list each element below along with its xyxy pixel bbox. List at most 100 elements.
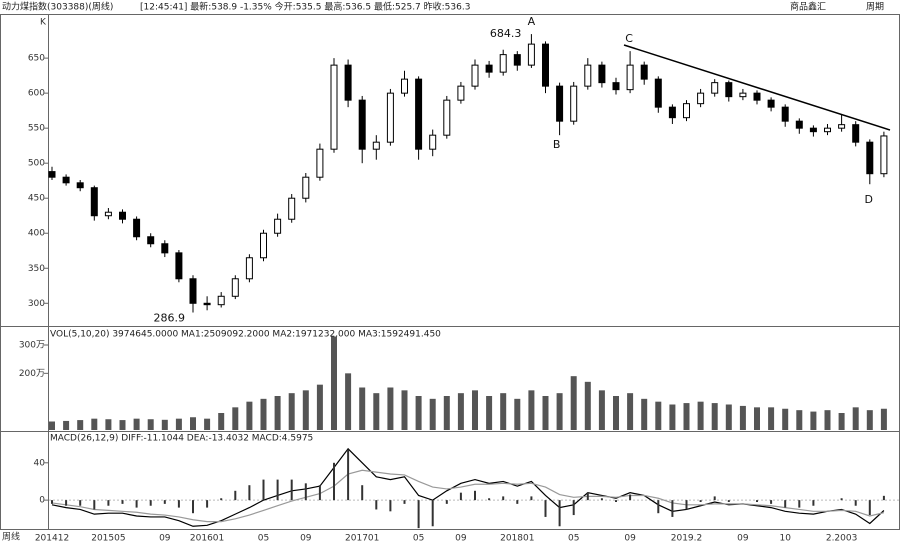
volume-bar [852, 407, 859, 430]
macd-line [51, 447, 885, 527]
volume-bar [91, 418, 98, 430]
candle-body [62, 176, 70, 184]
x-tick-label: 05 [258, 534, 269, 544]
candle-body [499, 54, 507, 73]
volume-bar [810, 411, 817, 430]
volume-bar [302, 390, 309, 430]
candle-body [245, 257, 253, 280]
volume-bar [147, 419, 154, 430]
x-tick-label: 201505 [91, 534, 125, 544]
x-tick-label: 2019.2 [671, 534, 703, 544]
volume-bar [218, 413, 225, 430]
y-tick-label: 300 [28, 299, 45, 309]
candle-body [288, 197, 296, 220]
volume-bar [768, 407, 775, 430]
x-tick-label: 201601 [190, 534, 224, 544]
panel-title: VOL(5,10,20) 3974645.0000 MA1:2509092.20… [50, 330, 441, 340]
candle-body [640, 64, 648, 80]
candle-body [358, 99, 366, 150]
y-tick-label: 350 [28, 264, 45, 274]
candle-body [824, 127, 831, 133]
x-tick-label: 09 [300, 534, 312, 544]
volume-bar [669, 404, 676, 430]
quote-line: [12:45:41] 最新:538.9 -1.35% 今开:535.5 最高:5… [140, 1, 470, 13]
candle-body [260, 232, 267, 259]
volume-bar [260, 398, 267, 430]
candle-body [654, 78, 662, 108]
candle-body [217, 295, 225, 306]
candle-body [386, 92, 394, 143]
candle-body [880, 135, 888, 175]
period-label[interactable]: 周期 [866, 2, 884, 13]
candle-body [767, 99, 775, 108]
volume-bar [443, 396, 450, 430]
candle-body [683, 103, 690, 119]
y-tick-label: 650 [28, 54, 45, 64]
candle-body [809, 127, 817, 133]
y-tick-label: 500 [28, 159, 45, 169]
candle-body [725, 82, 733, 98]
candle-body [781, 106, 789, 122]
candle-body [429, 134, 437, 150]
candle-body [556, 85, 564, 122]
volume-bar [866, 410, 873, 430]
candle-body [598, 64, 606, 84]
volume-bar [739, 405, 746, 430]
x-tick-label: 05 [413, 534, 424, 544]
volume-bar [190, 417, 196, 430]
volume-bar [274, 396, 281, 430]
y-tick-label: 0 [39, 496, 45, 506]
volume-bar [655, 401, 662, 430]
candle-body [711, 82, 719, 94]
x-tick-label: 09 [737, 534, 749, 544]
candle-body [739, 92, 747, 98]
annotation: C [625, 32, 633, 45]
candle-body [795, 120, 803, 129]
candle-body [161, 243, 169, 254]
candle-body [48, 171, 56, 178]
volume-bar [246, 401, 253, 430]
source-label[interactable]: 商品鑫汇 [790, 1, 826, 13]
volume-bar [598, 390, 605, 430]
volume-bar [429, 398, 436, 430]
x-tick-label: 10 [779, 534, 791, 544]
volume-bar [415, 396, 422, 430]
volume-bar [119, 420, 126, 430]
candle-body [471, 64, 479, 87]
candle-body [330, 64, 338, 150]
y-tick-label: 550 [28, 124, 45, 134]
y-tick-label: 40 [34, 458, 46, 468]
volume-bar [627, 393, 634, 430]
x-tick-label: 201412 [35, 534, 69, 544]
candle-body [584, 64, 592, 87]
candle-body [119, 211, 126, 220]
volume-bar [387, 387, 394, 430]
volume-bar [175, 418, 182, 430]
x-tick-label: 05 [568, 534, 579, 544]
candle-body [316, 148, 324, 178]
y-tick-label: 400 [28, 229, 45, 239]
instrument-title: 动力煤指数(303388)(周线) [2, 1, 113, 13]
candle-body [274, 218, 282, 234]
candle-body [401, 78, 408, 94]
candle-body [626, 64, 634, 91]
candle-body [838, 124, 846, 129]
y-tick-label: 200万 [19, 369, 45, 379]
candle-body [372, 141, 380, 150]
candle-body [90, 187, 98, 217]
candle-body [527, 43, 535, 66]
volume-bar [232, 407, 239, 430]
x-tick-label: 09 [455, 534, 467, 544]
volume-bar [63, 420, 70, 430]
x-axis-label: 周线 [2, 531, 20, 543]
candle-body [697, 92, 705, 105]
volume-bar [880, 408, 887, 430]
volume-bar [77, 420, 84, 430]
candle-body [668, 106, 676, 119]
x-tick-label: 201701 [345, 534, 379, 544]
volume-bar [457, 393, 464, 430]
candle-body [852, 124, 860, 143]
candle-body [570, 85, 578, 122]
trend-line [623, 44, 891, 131]
